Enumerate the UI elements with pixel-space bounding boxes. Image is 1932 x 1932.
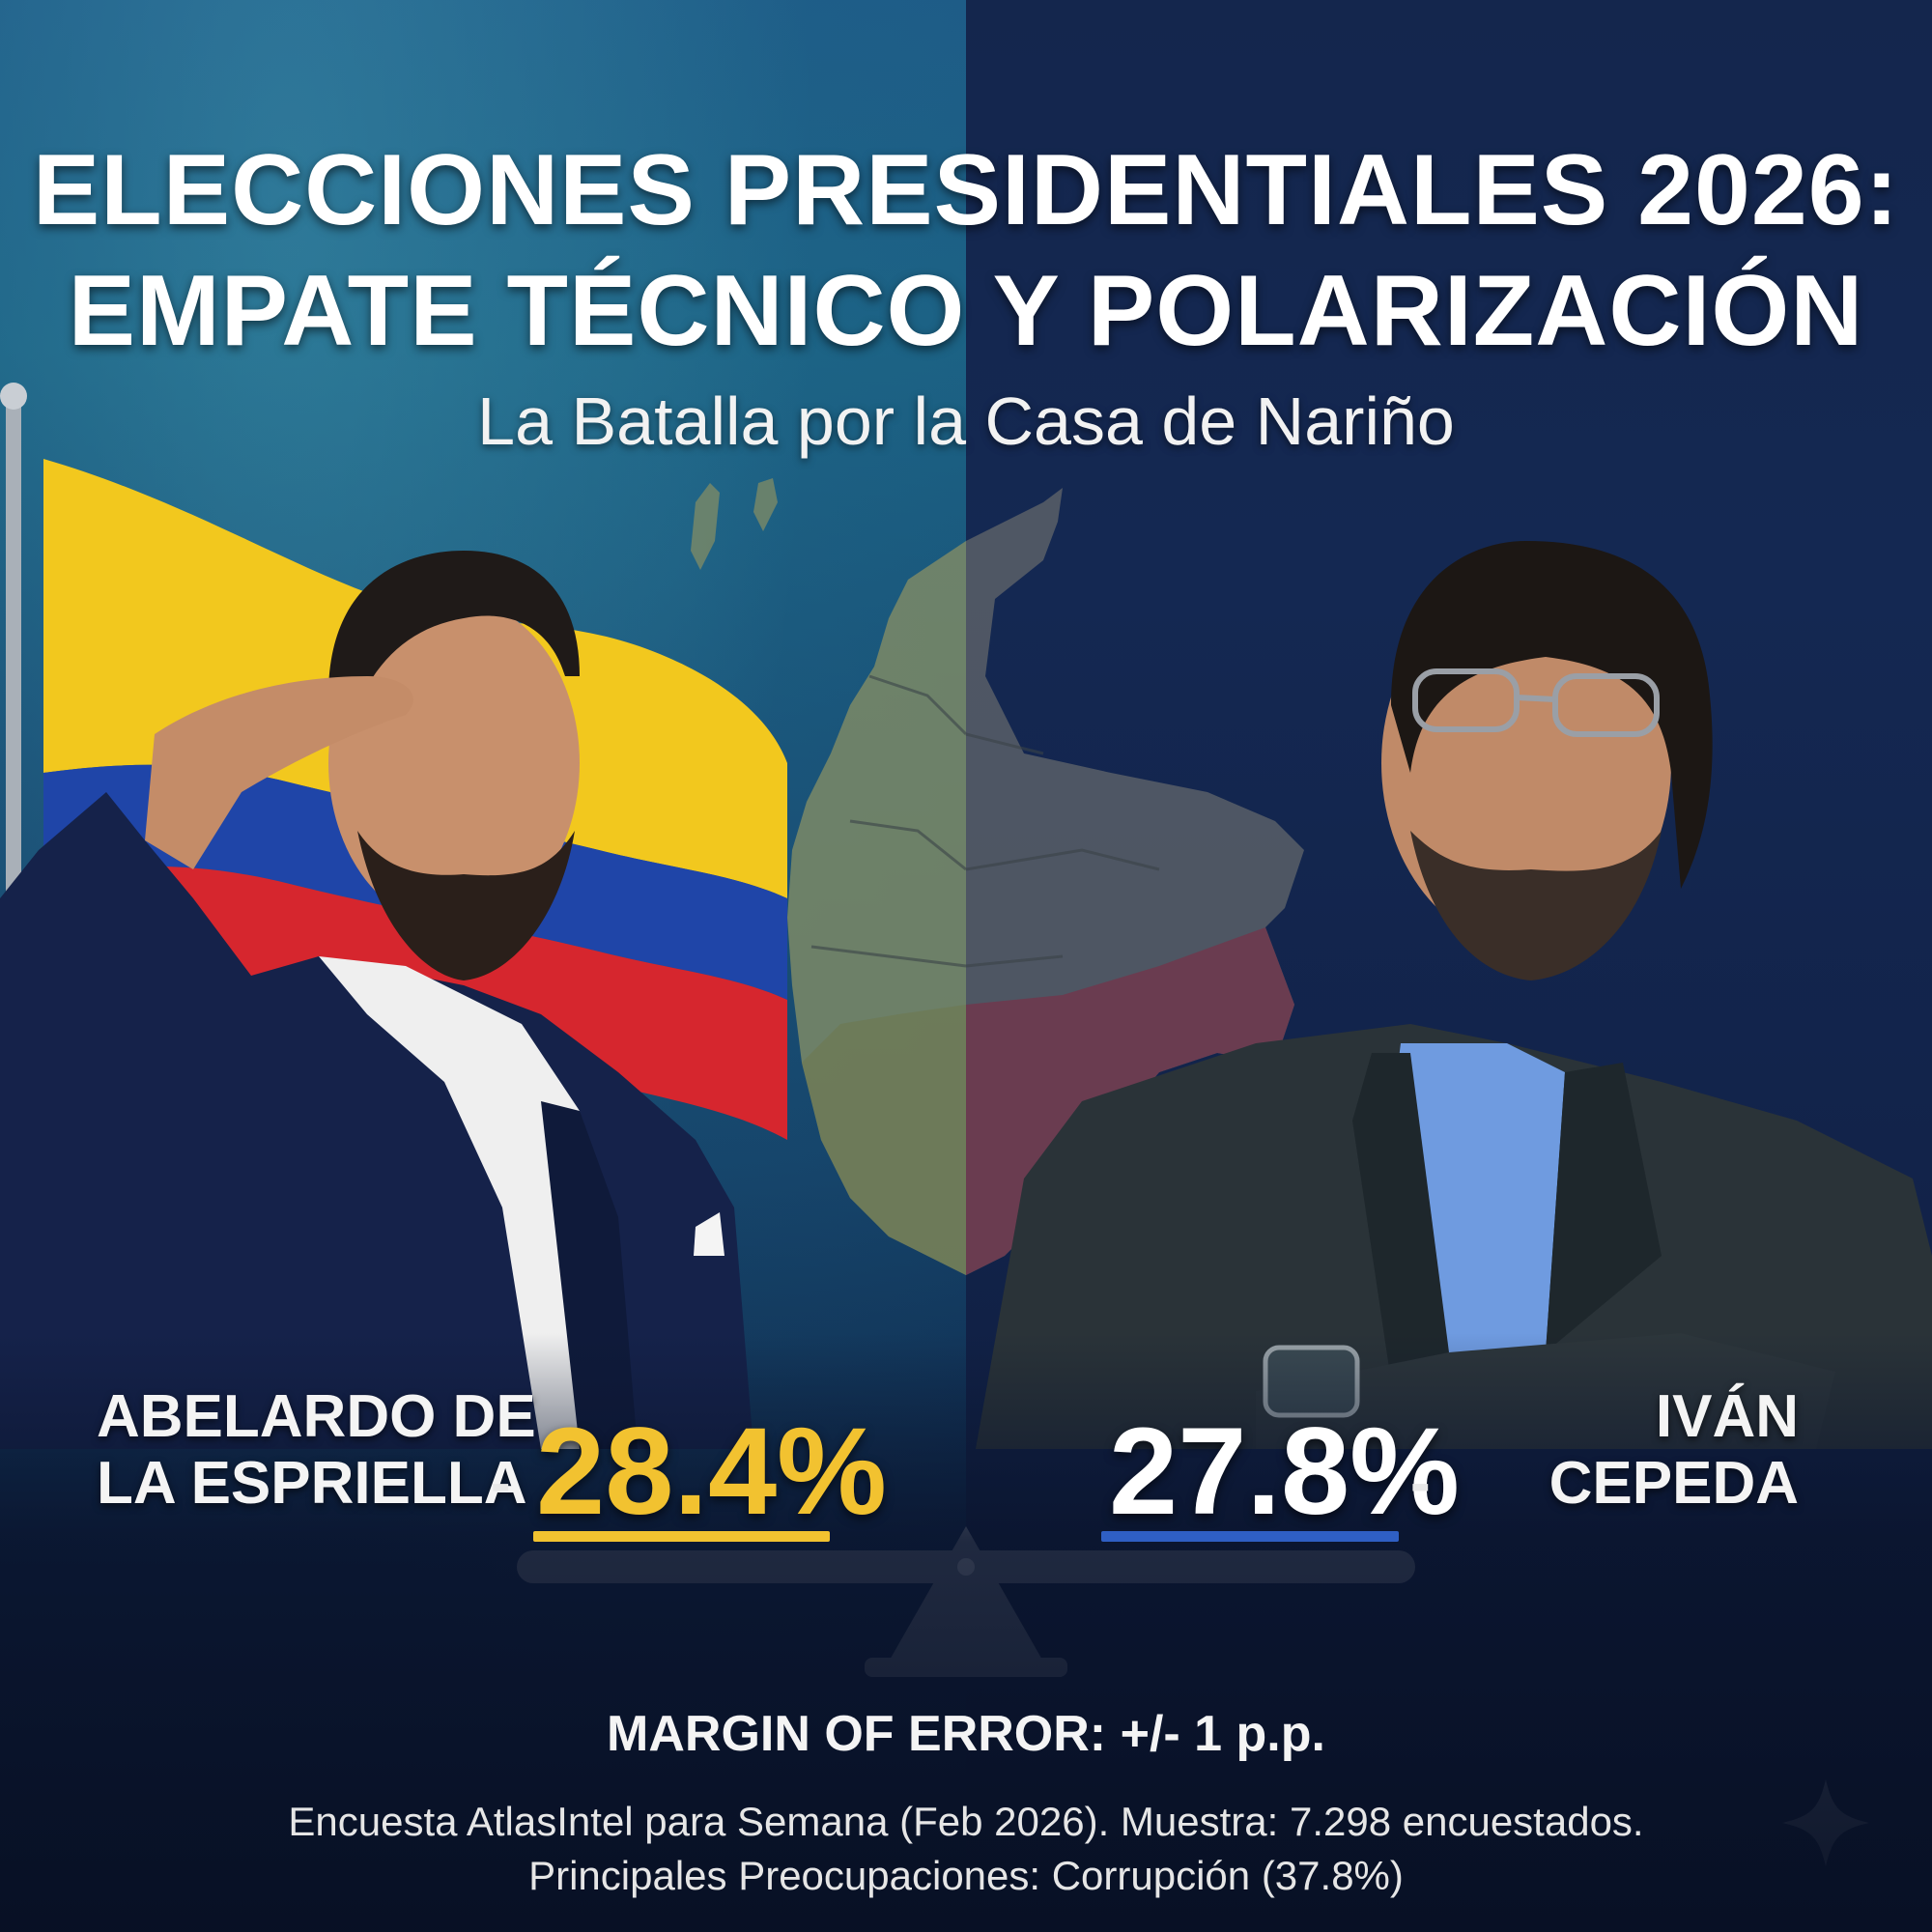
- candidate-right-name-line2: CEPEDA: [1548, 1450, 1799, 1518]
- title-line-1: ELECCIONES PRESIDENTIALES 2026:: [32, 134, 1900, 246]
- candidate-left-underline: [533, 1531, 830, 1542]
- candidate-right-underline: [1101, 1531, 1399, 1542]
- candidate-left-percent: 28.4%: [536, 1403, 887, 1541]
- eyeglasses: [1412, 668, 1660, 737]
- candidate-right-dash: -: [1410, 1450, 1431, 1517]
- source-line-1: Encuesta AtlasIntel para Semana (Feb 202…: [288, 1799, 1644, 1844]
- subtitle: La Batalla por la Casa de Nariño: [477, 384, 1455, 459]
- candidate-left-name: ABELARDO DE LA ESPRIELLA: [97, 1383, 536, 1518]
- candidate-right-percent: 27.8%: [1109, 1403, 1460, 1541]
- candidate-left-name-line2: LA ESPRIELLA: [97, 1450, 527, 1518]
- left-candidate-portrait: [0, 551, 753, 1449]
- candidate-left-name-line1: ABELARDO DE: [97, 1383, 536, 1450]
- candidate-right-name-line1: IVÁN: [1655, 1383, 1799, 1450]
- source-line-2: Principales Preocupaciones: Corrupción (…: [528, 1853, 1404, 1898]
- bottom-shade: [0, 1333, 1932, 1932]
- title-line-2: EMPATE TÉCNICO Y POLARIZACIÓN: [68, 255, 1864, 367]
- margin-of-error: MARGIN OF ERROR: +/- 1 p.p.: [607, 1706, 1325, 1762]
- candidate-right-name: IVÁN CEPEDA: [1549, 1383, 1799, 1518]
- candidate-left-dash: -: [491, 1450, 511, 1517]
